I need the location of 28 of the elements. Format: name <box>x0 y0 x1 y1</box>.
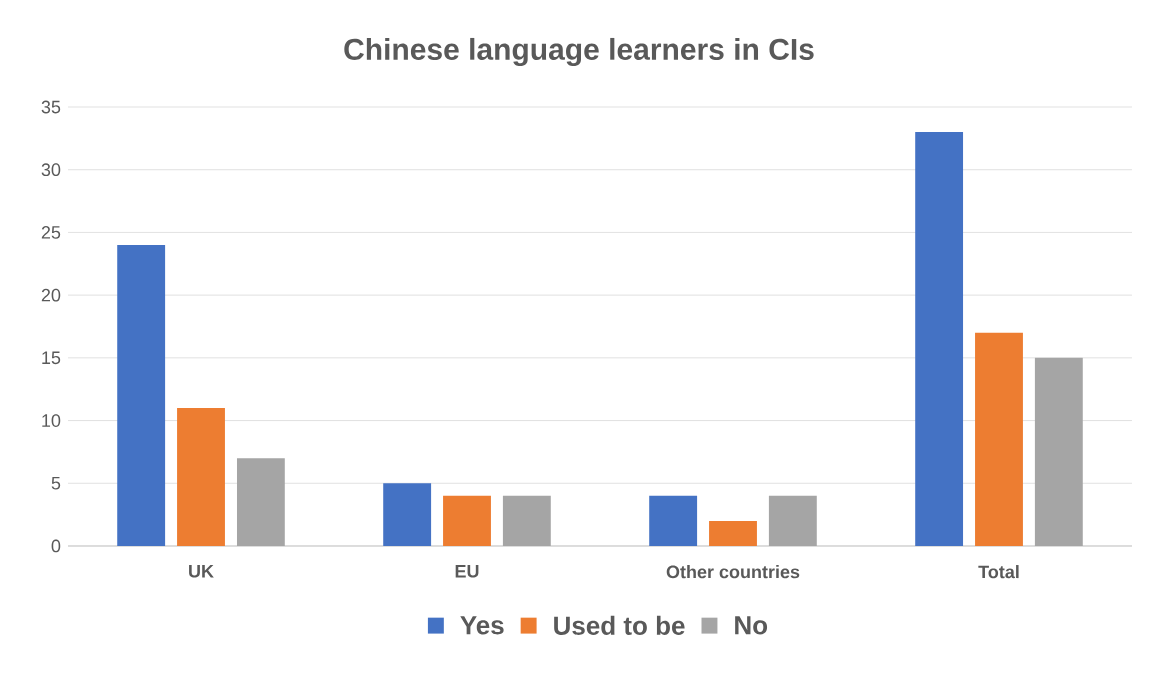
bar <box>975 332 1023 546</box>
x-tick-label: Total <box>978 565 1019 579</box>
bar <box>1034 357 1083 546</box>
chart-title: Chinese language learners in CIs <box>344 37 814 67</box>
x-tick-label: UK <box>189 565 214 578</box>
y-tick-label: 35 <box>41 100 61 114</box>
bar <box>502 495 551 546</box>
x-tick-label: Other countries <box>666 565 800 579</box>
bar <box>915 132 964 546</box>
y-tick-label: 25 <box>41 226 61 239</box>
legend-label: Used to be <box>554 615 685 635</box>
y-tick-label: 10 <box>42 414 61 427</box>
y-tick-label: 0 <box>51 539 61 553</box>
y-tick-label: 20 <box>41 288 61 302</box>
legend-label: Yes <box>460 616 504 635</box>
bar <box>709 520 757 546</box>
y-tick-label: 5 <box>51 476 61 490</box>
bar <box>117 244 166 546</box>
bar <box>236 458 285 546</box>
bar <box>768 495 817 546</box>
bar <box>649 495 698 546</box>
bar <box>443 495 491 546</box>
bar <box>177 408 225 546</box>
legend-label: No <box>735 616 768 635</box>
bar <box>383 483 432 546</box>
y-tick-label: 15 <box>42 351 61 365</box>
x-tick-label: EU <box>455 565 479 578</box>
y-tick-label: 30 <box>41 163 61 177</box>
